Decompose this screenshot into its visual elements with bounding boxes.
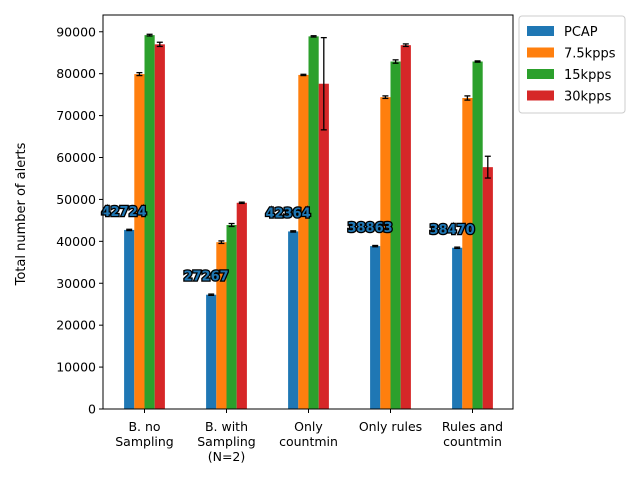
bar-value-annotation: 38470 xyxy=(429,223,474,238)
x-tick-label-line: Only rules xyxy=(359,419,422,434)
bar-value-annotation: 42724 xyxy=(101,205,146,220)
x-tick-label-line: Only xyxy=(294,419,323,434)
legend-swatch xyxy=(527,47,554,58)
x-tick-label: Only rules xyxy=(359,419,422,434)
x-tick-label: Only countmin xyxy=(279,419,338,449)
x-tick-label: B. with Sampling (N=2) xyxy=(197,419,256,464)
x-tick-label-line: countmin xyxy=(279,434,338,449)
bar xyxy=(380,97,391,409)
bar xyxy=(288,231,299,409)
bar-value-annotation: 38863 xyxy=(347,221,392,236)
y-tick-label: 60000 xyxy=(56,150,96,165)
bar xyxy=(318,83,329,410)
y-tick-label: 30000 xyxy=(56,276,96,291)
bar xyxy=(452,247,463,409)
legend-swatch xyxy=(527,26,554,36)
bar xyxy=(390,61,401,409)
error-bars-layer xyxy=(126,33,491,296)
legend-label: PCAP xyxy=(564,25,598,40)
x-tick-label-line: Rules and xyxy=(442,419,503,434)
legend-label: 30kpps xyxy=(564,90,612,105)
bar xyxy=(236,202,247,409)
x-tick-label-line: B. with xyxy=(205,419,248,434)
bar xyxy=(154,44,165,410)
bar-annotations-layer: 42724 27267 42364 38863 38470 xyxy=(100,204,476,286)
bar xyxy=(472,61,483,409)
legend-box xyxy=(518,15,626,114)
y-tick-label: 50000 xyxy=(56,192,96,207)
bar xyxy=(226,224,237,409)
legend: PCAP 7.5kpps 15kpps 30kpps xyxy=(518,15,626,114)
bars-layer xyxy=(124,35,493,410)
legend-swatch xyxy=(527,69,554,79)
x-tick-label: Rules and countmin xyxy=(442,419,503,449)
bar xyxy=(206,294,217,409)
legend-swatch xyxy=(527,90,554,101)
bar xyxy=(144,35,155,410)
bar xyxy=(298,74,309,410)
y-tick-label: 40000 xyxy=(56,234,96,249)
y-tick-label: 70000 xyxy=(56,108,96,123)
bar-value-annotation: 42364 xyxy=(265,206,310,221)
x-tick-label-line: (N=2) xyxy=(208,449,246,464)
bar xyxy=(124,229,135,409)
y-tick-label: 80000 xyxy=(56,66,96,81)
legend-label: 15kpps xyxy=(564,68,612,83)
bar xyxy=(370,246,381,409)
y-tick-label: 0 xyxy=(88,402,96,417)
legend-label: 7.5kpps xyxy=(564,47,616,62)
bar xyxy=(482,167,493,409)
x-tick-label-line: Sampling xyxy=(115,434,174,449)
x-tick-label: B. no Sampling xyxy=(115,419,174,449)
y-tick-label: 20000 xyxy=(56,318,96,333)
y-tick-label: 90000 xyxy=(56,24,96,39)
bar xyxy=(462,97,473,409)
bar xyxy=(400,45,411,410)
bar-value-annotation: 27267 xyxy=(183,270,228,285)
y-axis-title: Total number of alerts xyxy=(14,142,29,286)
x-tick-label-line: Sampling xyxy=(197,434,256,449)
bar xyxy=(134,74,145,409)
y-tick-label: 10000 xyxy=(56,360,96,375)
x-tick-label-line: countmin xyxy=(443,434,502,449)
bar xyxy=(216,242,227,409)
bar xyxy=(308,36,319,410)
x-tick-label-line: B. no xyxy=(128,419,160,434)
axes-layer: 0 10000 20000 30000 40000 50000 60000 70000 8000… xyxy=(14,14,514,464)
